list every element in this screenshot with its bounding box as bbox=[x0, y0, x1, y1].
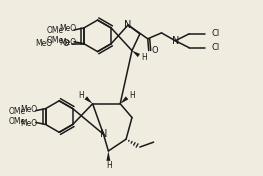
Text: H: H bbox=[107, 161, 112, 170]
Polygon shape bbox=[132, 51, 140, 57]
Text: Cl: Cl bbox=[212, 29, 220, 38]
Text: MeO: MeO bbox=[21, 105, 38, 114]
Text: O: O bbox=[63, 39, 69, 48]
Text: N: N bbox=[100, 129, 107, 139]
Text: H: H bbox=[141, 53, 147, 62]
Text: H: H bbox=[78, 91, 84, 100]
Text: MeO: MeO bbox=[59, 38, 76, 47]
Text: MeO: MeO bbox=[21, 119, 38, 128]
Polygon shape bbox=[120, 96, 128, 104]
Text: O: O bbox=[151, 46, 158, 55]
Text: MeO: MeO bbox=[35, 39, 52, 48]
Text: N: N bbox=[124, 20, 132, 30]
Text: OMe: OMe bbox=[9, 117, 26, 126]
Text: OMe: OMe bbox=[9, 107, 26, 116]
Text: Cl: Cl bbox=[212, 43, 220, 52]
Text: H: H bbox=[129, 91, 135, 100]
Text: OMe: OMe bbox=[47, 36, 64, 45]
Text: OMe: OMe bbox=[47, 26, 64, 35]
Polygon shape bbox=[107, 151, 110, 161]
Text: MeO: MeO bbox=[59, 24, 76, 33]
Polygon shape bbox=[84, 96, 93, 104]
Text: N: N bbox=[172, 36, 179, 46]
